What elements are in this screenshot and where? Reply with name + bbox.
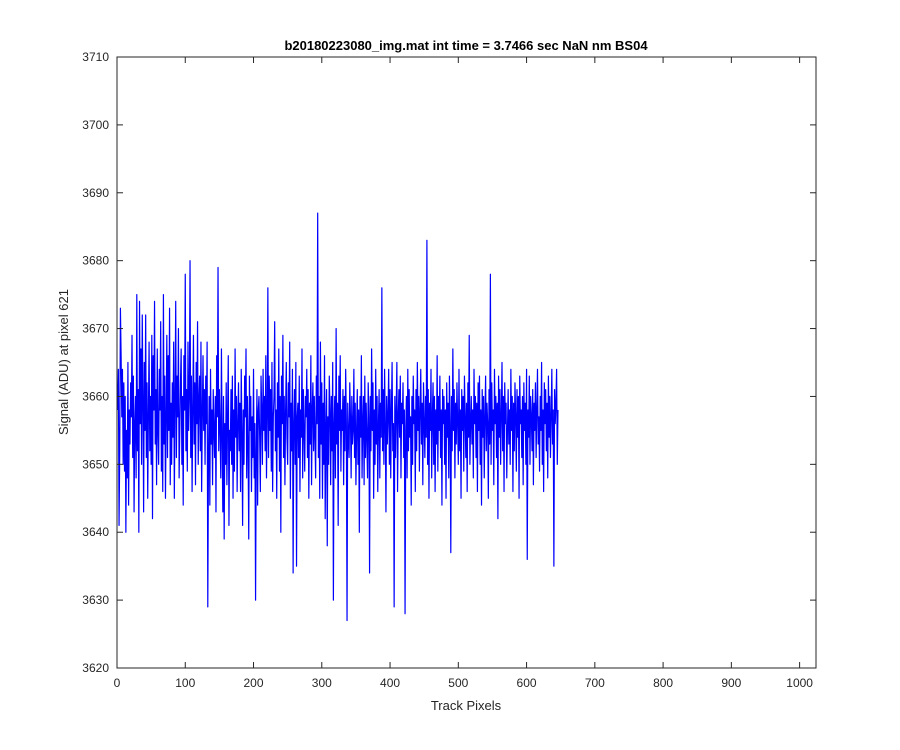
- chart-title: b20180223080_img.mat int time = 3.7466 s…: [284, 38, 648, 53]
- x-tick-label: 200: [244, 676, 264, 690]
- x-tick-label: 600: [517, 676, 537, 690]
- y-axis: 3620 3630 3640 3650 3660 3670 3680 3690 3700 3710: [82, 50, 816, 675]
- x-tick-label: 400: [380, 676, 400, 690]
- y-tick-label: 3670: [82, 322, 109, 336]
- y-tick-label: 3650: [82, 457, 109, 471]
- x-tick-label: 0: [114, 676, 121, 690]
- y-tick-label: 3700: [82, 118, 109, 132]
- y-tick-label: 3630: [82, 593, 109, 607]
- plot-frame: [116, 56, 817, 669]
- y-tick-label: 3680: [82, 254, 109, 268]
- x-axis-label: Track Pixels: [431, 698, 502, 713]
- y-tick-label: 3620: [82, 661, 109, 675]
- y-tick-label: 3690: [82, 186, 109, 200]
- x-axis: 0 100 200 300 400 500 600 700 800 900 1000: [114, 57, 813, 690]
- y-tick-label: 3640: [82, 525, 109, 539]
- plot-area: [117, 57, 816, 668]
- series-line: [117, 212, 559, 622]
- x-tick-label: 900: [721, 676, 741, 690]
- x-tick-label: 100: [175, 676, 195, 690]
- x-tick-label: 800: [653, 676, 673, 690]
- x-tick-label: 500: [448, 676, 468, 690]
- y-tick-label: 3660: [82, 389, 109, 403]
- y-tick-label: 3710: [82, 50, 109, 64]
- x-tick-label: 1000: [786, 676, 813, 690]
- y-axis-label: Signal (ADU) at pixel 621: [56, 289, 71, 435]
- x-tick-label: 700: [585, 676, 605, 690]
- x-tick-label: 300: [312, 676, 332, 690]
